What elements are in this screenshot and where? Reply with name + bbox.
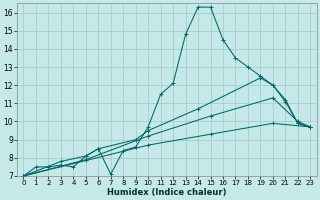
X-axis label: Humidex (Indice chaleur): Humidex (Indice chaleur) <box>107 188 227 197</box>
